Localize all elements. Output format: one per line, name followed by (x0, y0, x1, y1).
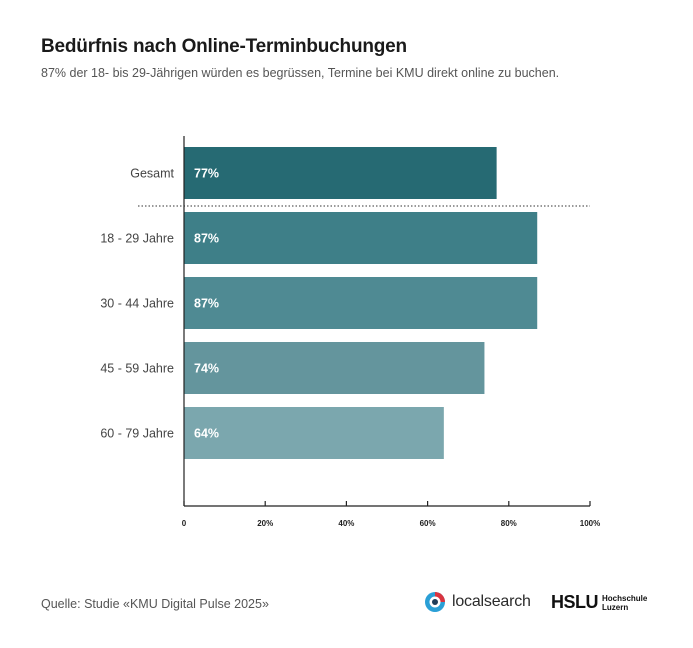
source-note: Quelle: Studie «KMU Digital Pulse 2025» (41, 597, 269, 611)
bar (184, 212, 538, 264)
localsearch-icon (425, 592, 445, 612)
x-tick-label: 20% (257, 519, 273, 528)
bar (184, 277, 538, 329)
x-tick-label: 0 (182, 519, 187, 528)
bar-value-label: 87% (194, 297, 219, 311)
category-label: 45 - 59 Jahre (100, 362, 174, 376)
bar-value-label: 64% (194, 427, 219, 441)
bar-value-label: 74% (194, 362, 219, 376)
category-label: Gesamt (130, 167, 174, 181)
hslu-logo: HSLU Hochschule Luzern (551, 592, 647, 613)
hslu-sub-line1: Hochschule (602, 593, 648, 603)
category-label: 60 - 79 Jahre (100, 427, 174, 441)
bar-chart: 77% Gesamt 87% 18 - 29 Jahre 87% 30 - 44 Jahr… (100, 136, 600, 528)
bar (184, 407, 444, 459)
chart-title: Bedürfnis nach Online-Terminbuchungen (41, 36, 407, 57)
x-tick-label: 60% (420, 519, 436, 528)
bar (184, 342, 485, 394)
bar-value-label: 87% (194, 232, 219, 246)
hslu-sub-line2: Luzern (602, 602, 629, 612)
x-tick-label: 40% (338, 519, 354, 528)
localsearch-logo: localsearch (424, 591, 531, 613)
bar (184, 147, 497, 199)
bar-value-label: 77% (194, 167, 219, 181)
hslu-subtitle: Hochschule Luzern (602, 594, 647, 612)
category-label: 30 - 44 Jahre (100, 297, 174, 311)
x-tick-label: 100% (580, 519, 600, 528)
x-tick-label: 80% (501, 519, 517, 528)
hslu-wordmark: HSLU (551, 592, 599, 612)
category-label: 18 - 29 Jahre (100, 232, 174, 246)
chart-subtitle: 87% der 18- bis 29-Jährigen würden es be… (41, 66, 560, 80)
localsearch-wordmark: localsearch (452, 593, 531, 610)
